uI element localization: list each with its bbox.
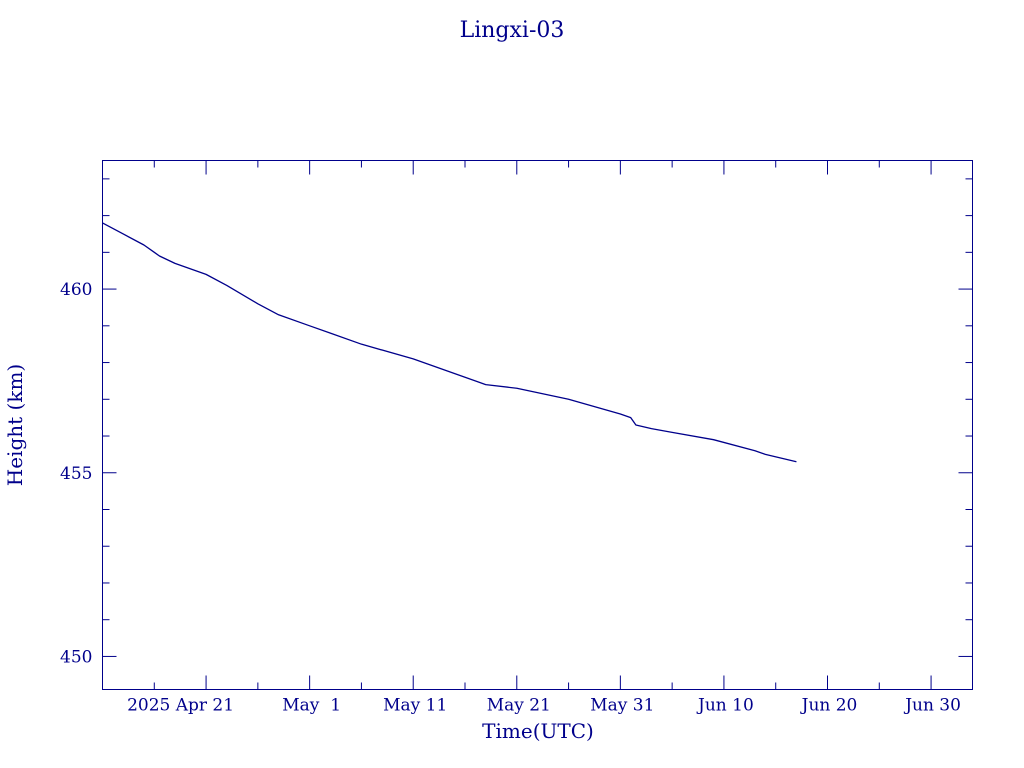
x-tick-label: May 21 (487, 696, 551, 716)
y-axis-ticks (102, 178, 973, 657)
x-axis-tick-labels: 2025 Apr 21 May 1 May 11 May 21 May 31 Jun 10… (127, 696, 961, 716)
x-tick-label: Jun 30 (903, 696, 961, 716)
x-tick-label: Jun 20 (800, 696, 858, 716)
x-axis-label: Time(UTC) (482, 719, 594, 743)
height-series-line (102, 222, 797, 463)
x-tick-label: May 31 (590, 696, 654, 716)
chart-title: Lingxi-03 (460, 18, 565, 43)
y-tick-label: 450 (60, 647, 92, 667)
y-tick-label: 460 (60, 280, 92, 300)
y-axis-label: Height (km) (3, 364, 27, 486)
x-tick-label: 2025 Apr 21 (127, 696, 234, 716)
x-tick-label: May 1 (282, 696, 341, 716)
y-axis-tick-labels: 450 455 460 (60, 280, 92, 667)
x-tick-label: Jun 10 (696, 696, 754, 716)
y-tick-label: 455 (60, 464, 92, 484)
plot-frame (102, 160, 973, 690)
x-axis-ticks (153, 160, 932, 690)
x-tick-label: May 11 (383, 696, 447, 716)
